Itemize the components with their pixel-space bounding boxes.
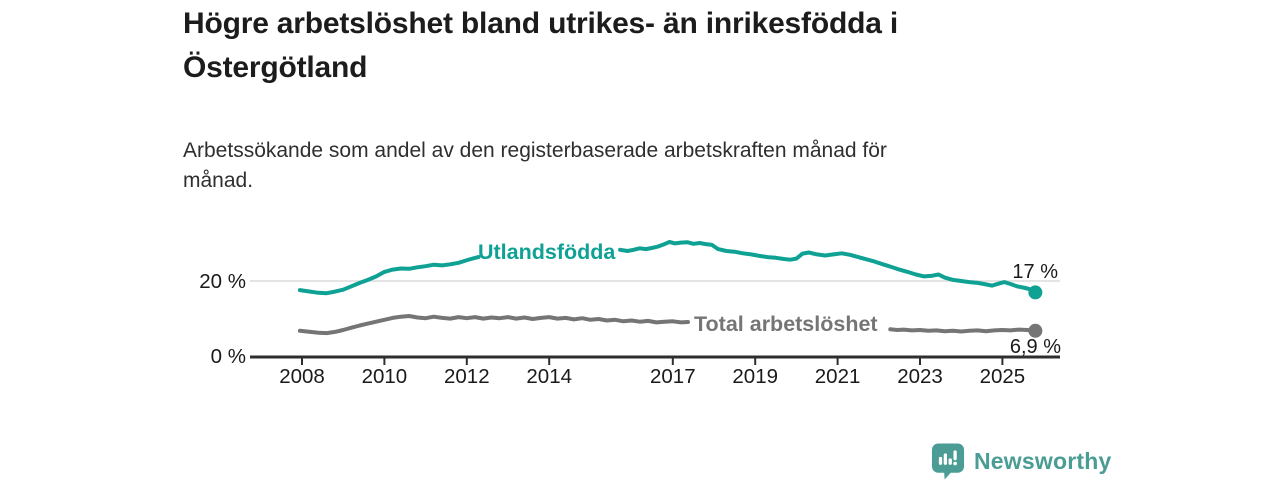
series-end-dot-total-arbetsloshet xyxy=(1028,323,1043,338)
x-tick-label-2017: 2017 xyxy=(650,365,696,388)
series-end-dot-utlandsfodda xyxy=(1028,285,1043,300)
x-tick-label-2019: 2019 xyxy=(732,365,778,388)
series-line-utlandsfodda-seg2 xyxy=(618,239,1038,295)
newsworthy-logo: Newsworthy xyxy=(931,443,1111,480)
x-tick-label-2023: 2023 xyxy=(897,365,943,388)
chart-subtitle: Arbetssökande som andel av den registerb… xyxy=(183,139,887,193)
newsworthy-logo-text: Newsworthy xyxy=(974,448,1112,474)
y-tick-label-20: 20 % xyxy=(199,270,246,293)
series-end-label-utlandsfodda: 17 % xyxy=(1012,261,1058,283)
x-tick-label-2014: 2014 xyxy=(526,365,572,388)
x-tick-label-2008: 2008 xyxy=(279,365,325,388)
chart-title: Högre arbetslöshet bland utrikes- än inr… xyxy=(183,7,898,84)
series-inline-label-total-arbetsloshet: Total arbetslöshet xyxy=(694,312,878,336)
series-end-label-total-arbetsloshet: 6,9 % xyxy=(1010,336,1061,358)
x-tick-label-2025: 2025 xyxy=(980,365,1026,388)
x-tick-label-2021: 2021 xyxy=(815,365,861,388)
x-tick-label-2010: 2010 xyxy=(362,365,408,388)
series-line-total-arbetsloshet-seg1 xyxy=(297,314,690,336)
series-inline-label-utlandsfodda: Utlandsfödda xyxy=(478,240,616,264)
series-line-utlandsfodda-seg1 xyxy=(297,255,481,296)
series-line-total-arbetsloshet-seg2 xyxy=(888,327,1038,334)
newsworthy-logo-icon xyxy=(931,443,965,480)
y-tick-label-0: 0 % xyxy=(211,345,246,368)
x-tick-label-2012: 2012 xyxy=(444,365,490,388)
